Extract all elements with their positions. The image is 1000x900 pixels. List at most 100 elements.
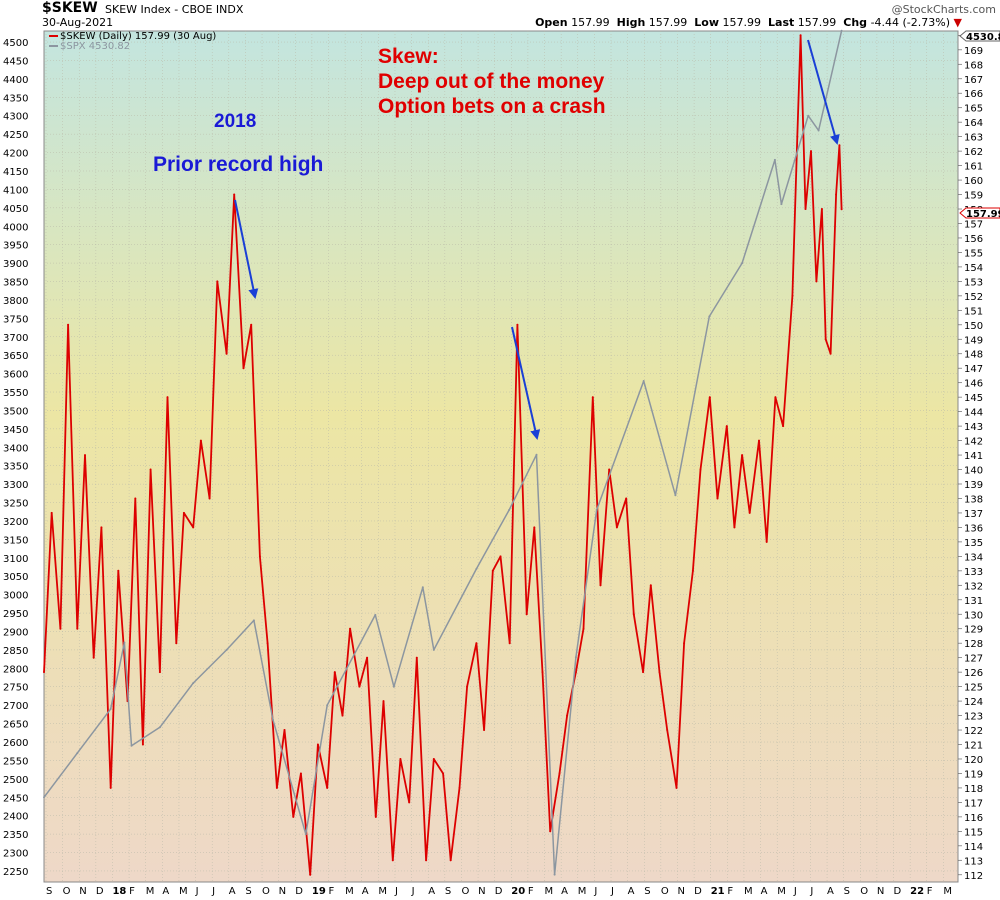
left-tick-label: 2400 (3, 812, 28, 823)
spx-point (817, 129, 820, 132)
skew-point (158, 671, 161, 674)
skew-point (820, 208, 823, 210)
skew-point (642, 671, 645, 674)
skew-point (632, 613, 635, 616)
skew-point (525, 613, 528, 616)
skew-point (508, 642, 511, 645)
skew-point (804, 208, 807, 210)
spx-point (773, 158, 776, 161)
skew-point (829, 352, 832, 355)
right-tick-label: 167 (964, 75, 983, 86)
right-tick-label: 165 (964, 104, 983, 115)
arrow-2021 (807, 39, 840, 145)
skew-point (258, 555, 261, 558)
right-tick-label: 125 (964, 683, 983, 694)
skew-point (141, 743, 144, 746)
skew-series-line (43, 34, 843, 876)
x-tick-label: D (96, 886, 104, 897)
spx-point (272, 718, 274, 721)
left-tick-label: 4300 (3, 112, 28, 123)
spx-point (508, 508, 511, 511)
left-tick-label: 3350 (3, 462, 28, 473)
skew-point (765, 540, 768, 543)
skew-point (199, 439, 202, 442)
skew-point (292, 815, 295, 818)
x-tick-label: J (793, 886, 797, 897)
right-tick-label: 136 (964, 523, 983, 534)
skew-point (175, 642, 178, 645)
left-tick-label: 3900 (3, 259, 28, 270)
ohlc-readout: Open 157.99 High 157.99 Low 157.99 Last … (535, 16, 962, 29)
x-tick-label: A (229, 886, 236, 897)
skew-point (791, 294, 794, 297)
left-tick-label: 3700 (3, 333, 28, 344)
open-label: Open (535, 16, 568, 29)
spx-point (392, 685, 395, 688)
annotation-prior-high: Prior record high (153, 153, 323, 176)
x-tick-label: S (245, 886, 251, 897)
x-tick-label: F (528, 886, 534, 897)
skew-point (382, 700, 385, 703)
x-tick-label: F (727, 886, 733, 897)
skew-point (449, 859, 452, 862)
skew-point (716, 497, 719, 500)
skew-point (134, 497, 137, 500)
skew-point (699, 468, 702, 471)
annotation-2018: 2018 (214, 111, 256, 132)
skew-point (192, 526, 195, 529)
right-tick-label: 140 (964, 466, 983, 477)
x-tick-label: 20 (511, 886, 525, 897)
skew-point (566, 714, 569, 717)
symbol-title: $SKEW (42, 0, 98, 16)
right-tick-label: 152 (964, 292, 983, 303)
x-tick-label: A (827, 886, 834, 897)
open-value: 157.99 (571, 16, 610, 29)
skew-point (366, 656, 369, 659)
left-tick-label: 2750 (3, 683, 28, 694)
left-tick-label: 3300 (3, 480, 28, 491)
skew-point (316, 743, 319, 746)
x-tick-label: N (279, 886, 286, 897)
skew-point (691, 569, 694, 572)
x-tick-label: A (628, 886, 635, 897)
skew-point (117, 569, 120, 572)
x-tick-label: N (79, 886, 86, 897)
skew-point (683, 642, 686, 645)
right-tick-label: 149 (964, 335, 983, 346)
right-tick-label: 128 (964, 639, 983, 650)
right-tick-label: 120 (964, 755, 983, 766)
x-tick-label: A (162, 886, 169, 897)
skew-point (182, 511, 185, 514)
right-tick-label: 114 (964, 842, 983, 853)
legend-skew: $SKEW (Daily) 157.99 (30 Aug) (60, 31, 216, 42)
right-tick-label: 126 (964, 668, 983, 679)
skew-point (483, 729, 486, 731)
spx-point (708, 315, 711, 318)
right-tick-label: 138 (964, 494, 983, 505)
skew-point (358, 685, 361, 688)
skew-point (824, 338, 827, 341)
skew-point (458, 786, 461, 789)
right-tick-label: 127 (964, 654, 983, 665)
skew-point (558, 772, 561, 775)
right-tick-label: 112 (964, 871, 983, 882)
x-tick-label: J (809, 886, 813, 897)
x-tick-label: J (211, 886, 215, 897)
arrow-2020 (511, 326, 541, 440)
right-tick-label: 168 (964, 60, 983, 71)
x-tick-label: N (478, 886, 485, 897)
x-tick-label: M (179, 886, 188, 897)
skew-point (50, 511, 53, 514)
watermark: @StockCharts.com (891, 3, 996, 16)
high-label: High (616, 16, 646, 29)
left-tick-label: 4100 (3, 185, 28, 196)
skew-point (242, 367, 245, 370)
x-tick-label: D (495, 886, 503, 897)
skew-point (208, 497, 211, 500)
x-tick-label: D (694, 886, 702, 897)
annotation-arrows (234, 39, 840, 440)
left-tick-label: 3750 (3, 314, 28, 325)
right-tick-label: 161 (964, 162, 983, 173)
skew-point (92, 656, 95, 659)
annotation-skew-line2: Deep out of the money (378, 70, 605, 93)
